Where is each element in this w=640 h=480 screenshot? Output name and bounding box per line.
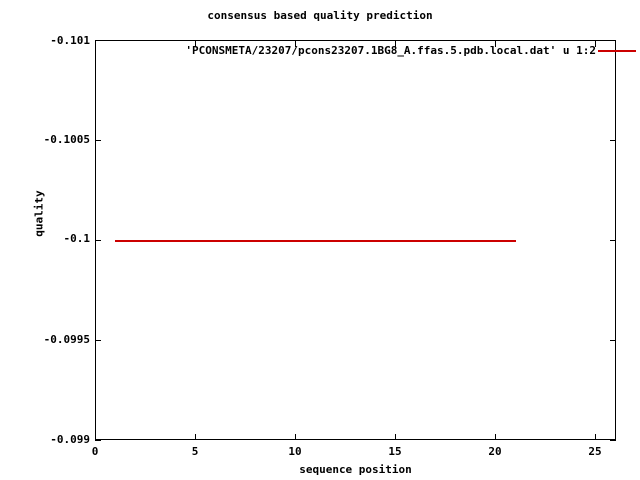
y-tick-label-1: -0.1005 bbox=[43, 133, 90, 146]
x-tick-label-2: 10 bbox=[288, 445, 302, 458]
legend-line-sample bbox=[598, 50, 636, 52]
x-tick-label-4: 20 bbox=[488, 445, 502, 458]
y-tick-mark-3 bbox=[95, 340, 101, 341]
y-tick-mark-right-3 bbox=[610, 340, 616, 341]
y-tick-label-0: -0.101 bbox=[50, 34, 90, 47]
x-tick-mark-top-2 bbox=[295, 41, 296, 47]
y-tick-mark-1 bbox=[95, 140, 101, 141]
x-axis-title: sequence position bbox=[299, 463, 412, 476]
x-tick-label-3: 15 bbox=[388, 445, 402, 458]
y-tick-label-2: -0.1 bbox=[63, 232, 91, 245]
y-tick-mark-0 bbox=[95, 40, 101, 41]
legend-entry-label: 'PCONSMETA/23207/pcons23207.1BG8_A.ffas.… bbox=[185, 44, 596, 57]
x-tick-mark-2 bbox=[295, 434, 296, 440]
x-tick-mark-1 bbox=[195, 434, 196, 440]
y-axis-title: quality bbox=[32, 190, 46, 237]
y-tick-mark-right-2 bbox=[610, 240, 616, 241]
y-tick-mark-right-0 bbox=[610, 40, 616, 41]
y-tick-mark-2 bbox=[95, 240, 101, 241]
x-tick-label-1: 5 bbox=[191, 445, 199, 458]
y-tick-mark-4 bbox=[95, 440, 101, 441]
x-tick-label-5: 25 bbox=[588, 445, 602, 458]
y-tick-label-4: -0.099 bbox=[50, 433, 90, 446]
chart-title: consensus based quality prediction bbox=[207, 9, 433, 22]
x-tick-mark-top-3 bbox=[395, 41, 396, 47]
x-tick-mark-top-1 bbox=[195, 41, 196, 47]
x-tick-mark-top-5 bbox=[595, 41, 596, 47]
y-tick-label-3: -0.0995 bbox=[43, 333, 90, 346]
y-tick-mark-right-1 bbox=[610, 140, 616, 141]
data-series-line bbox=[115, 240, 516, 242]
x-tick-mark-4 bbox=[495, 434, 496, 440]
x-tick-mark-5 bbox=[595, 434, 596, 440]
x-tick-label-0: 0 bbox=[91, 445, 99, 458]
x-tick-mark-0 bbox=[95, 434, 96, 440]
x-tick-mark-3 bbox=[395, 434, 396, 440]
y-tick-mark-right-4 bbox=[610, 440, 616, 441]
x-tick-mark-top-4 bbox=[495, 41, 496, 47]
